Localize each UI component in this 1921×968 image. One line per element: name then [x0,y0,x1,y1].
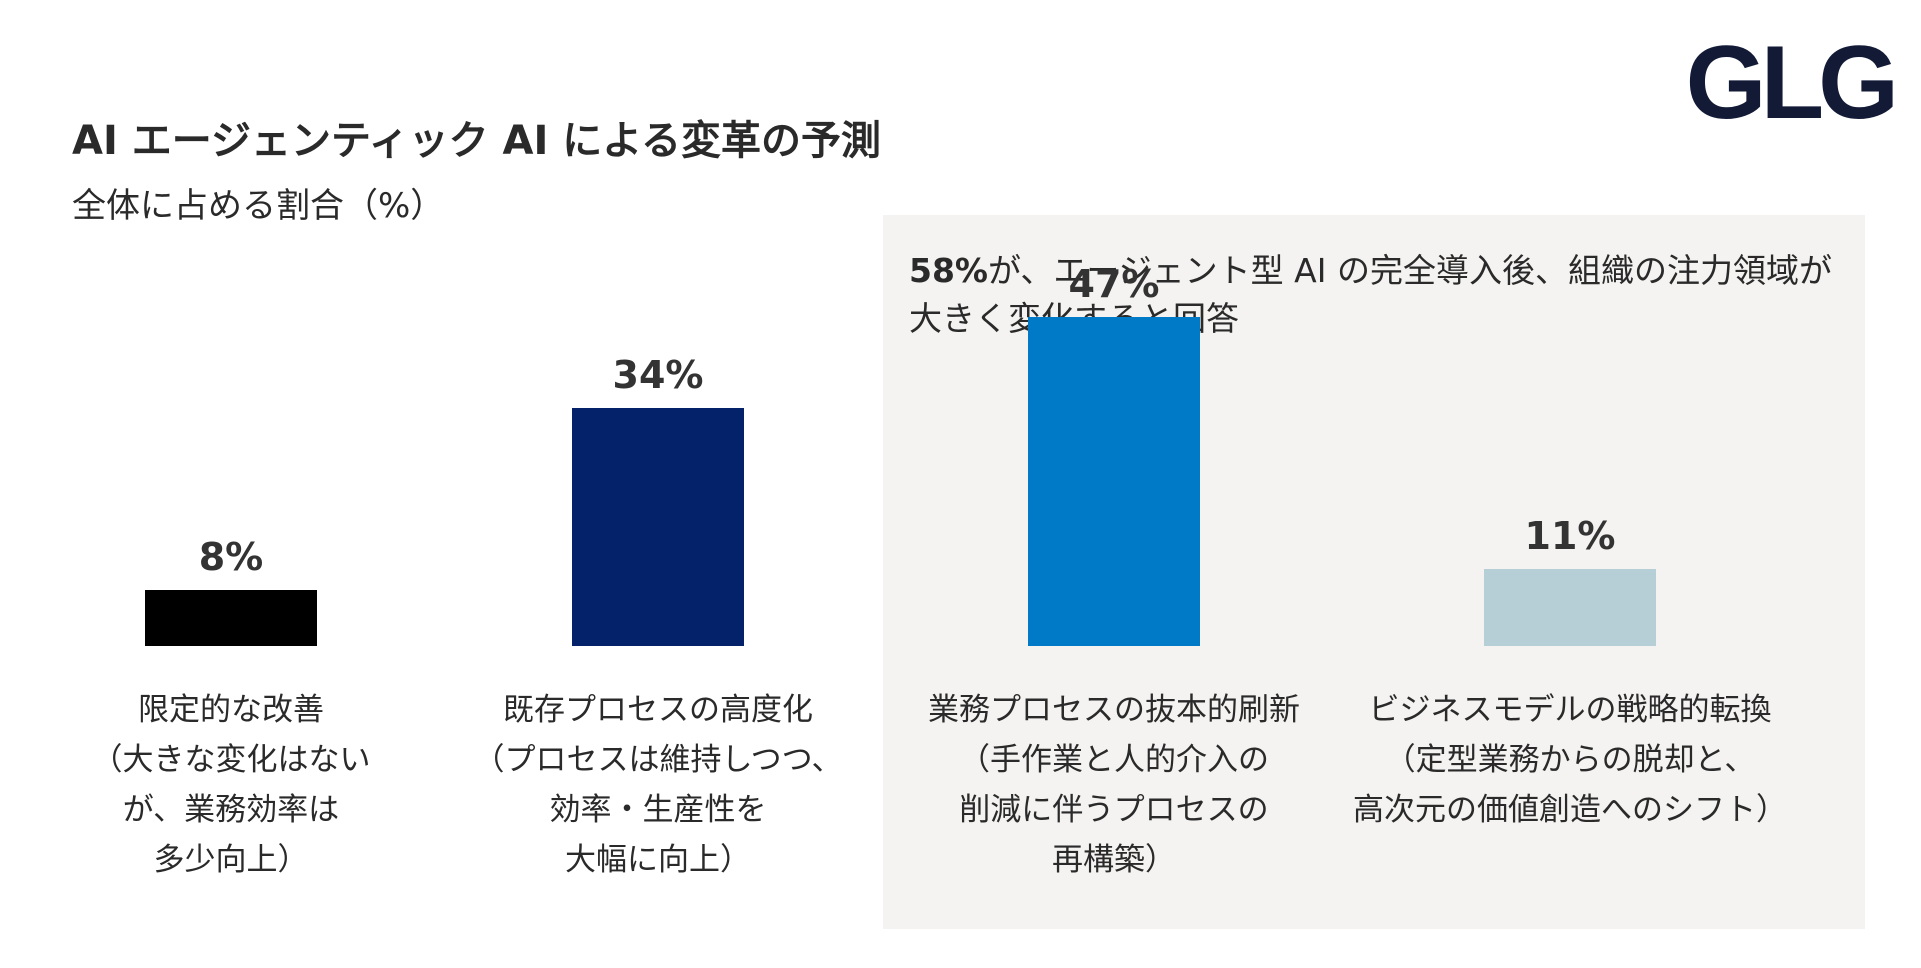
category-label-line: が、業務効率は [122,792,340,828]
callout-text: が、エージェント型 AI の完全導入後、組織の注力領域が大きく変化すると回答 [909,251,1832,338]
category-label-line: （定型業務からの脱却と、 [1384,742,1756,778]
category-label-line: 削減に伴うプロセスの [959,792,1269,828]
category-label-4: ビジネスモデルの戦略的転換 （定型業務からの脱却と、 高次元の価値創造へのシフト） [1350,685,1790,835]
category-label-2: 既存プロセスの高度化 （プロセスは維持しつつ、 効率・生産性を 大幅に向上） [438,685,878,885]
glg-logo: GLG [1685,25,1899,141]
data-label-4: 11% [1525,514,1616,558]
category-label-line: 業務プロセスの抜本的刷新 [928,692,1300,728]
data-label-1: 8% [199,535,264,579]
data-label-2: 34% [613,353,704,397]
category-label-line: （手作業と人的介入の [959,742,1269,778]
panel-callout: 58%が、エージェント型 AI の完全導入後、組織の注力領域が大きく変化すると回… [909,247,1859,343]
category-label-line: ビジネスモデルの戦略的転換 [1368,692,1772,728]
category-label-line: 多少向上） [153,842,309,878]
data-label-3: 47% [1069,262,1160,306]
category-label-line: 限定的な改善 [138,692,324,728]
chart-subtitle: 全体に占める割合（%） [72,186,445,226]
bar-2 [572,408,744,646]
category-label-line: 再構築） [1052,842,1176,878]
category-label-1: 限定的な改善 （大きな変化はない が、業務効率は 多少向上） [11,685,451,885]
chart-title: AI エージェンティック AI による変革の予測 [72,118,882,164]
category-label-line: 効率・生産性を [549,792,767,828]
bar-3 [1028,317,1200,646]
category-label-line: （プロセスは維持しつつ、 [473,742,843,778]
callout-highlight: 58% [909,251,988,290]
bar-1 [145,590,317,646]
category-label-3: 業務プロセスの抜本的刷新 （手作業と人的介入の 削減に伴うプロセスの 再構築） [894,685,1334,885]
category-label-line: 高次元の価値創造へのシフト） [1353,792,1787,828]
bar-4 [1484,569,1656,646]
category-label-line: 既存プロセスの高度化 [503,692,813,728]
category-label-line: （大きな変化はない [91,742,371,778]
category-label-line: 大幅に向上） [565,842,751,878]
